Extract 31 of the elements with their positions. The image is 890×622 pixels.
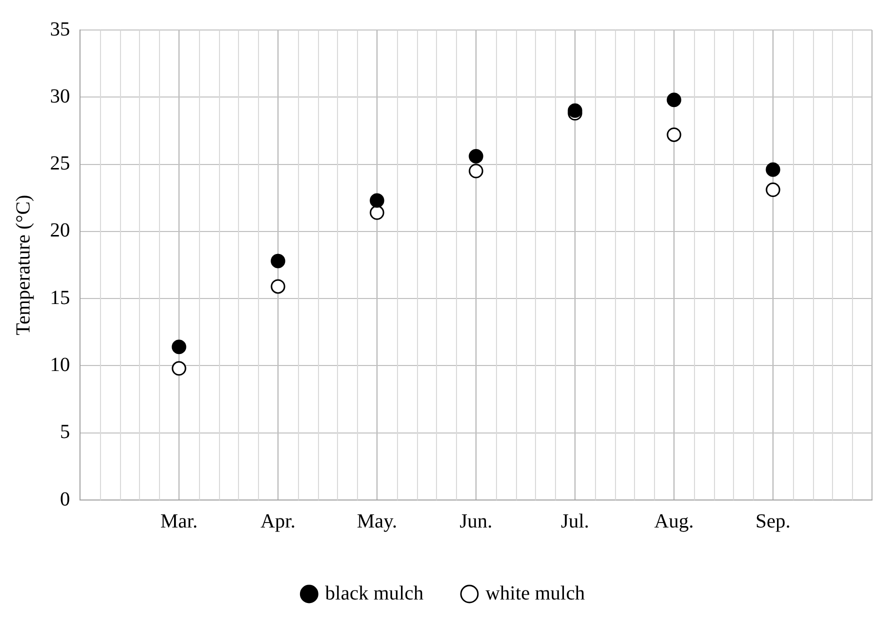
point bbox=[568, 103, 582, 118]
x-tick-label: Jul. bbox=[560, 510, 590, 532]
y-tick-label: 30 bbox=[50, 85, 70, 108]
point bbox=[370, 205, 384, 220]
point bbox=[270, 279, 286, 294]
y-tick-label: 35 bbox=[50, 18, 70, 40]
x-tick-label: Jun. bbox=[460, 510, 492, 532]
point bbox=[666, 92, 682, 108]
point bbox=[766, 182, 780, 198]
point bbox=[468, 148, 484, 164]
legend-label: white mulch bbox=[485, 582, 585, 604]
y-tick-label: 25 bbox=[50, 152, 70, 175]
x-tick-label: Mar. bbox=[160, 510, 198, 532]
point bbox=[370, 193, 384, 208]
x-tick-label: Apr. bbox=[260, 510, 296, 532]
x-tick-label: May. bbox=[356, 510, 398, 532]
y-tick-label: 10 bbox=[50, 354, 70, 376]
legend-label: black mulch bbox=[325, 582, 424, 604]
point bbox=[172, 361, 186, 376]
y-axis-title: Temperature (°C) bbox=[12, 194, 34, 336]
y-tick-label: 0 bbox=[60, 488, 70, 510]
point bbox=[766, 162, 780, 177]
y-tick-label: 20 bbox=[50, 220, 70, 242]
point bbox=[172, 340, 186, 354]
x-tick-label: Aug. bbox=[654, 510, 694, 532]
point bbox=[468, 164, 484, 178]
point bbox=[666, 127, 682, 142]
y-tick-label: 15 bbox=[50, 286, 70, 309]
y-tick-label: 5 bbox=[60, 421, 70, 444]
x-tick-label: Sep. bbox=[756, 510, 790, 532]
point bbox=[270, 254, 286, 268]
